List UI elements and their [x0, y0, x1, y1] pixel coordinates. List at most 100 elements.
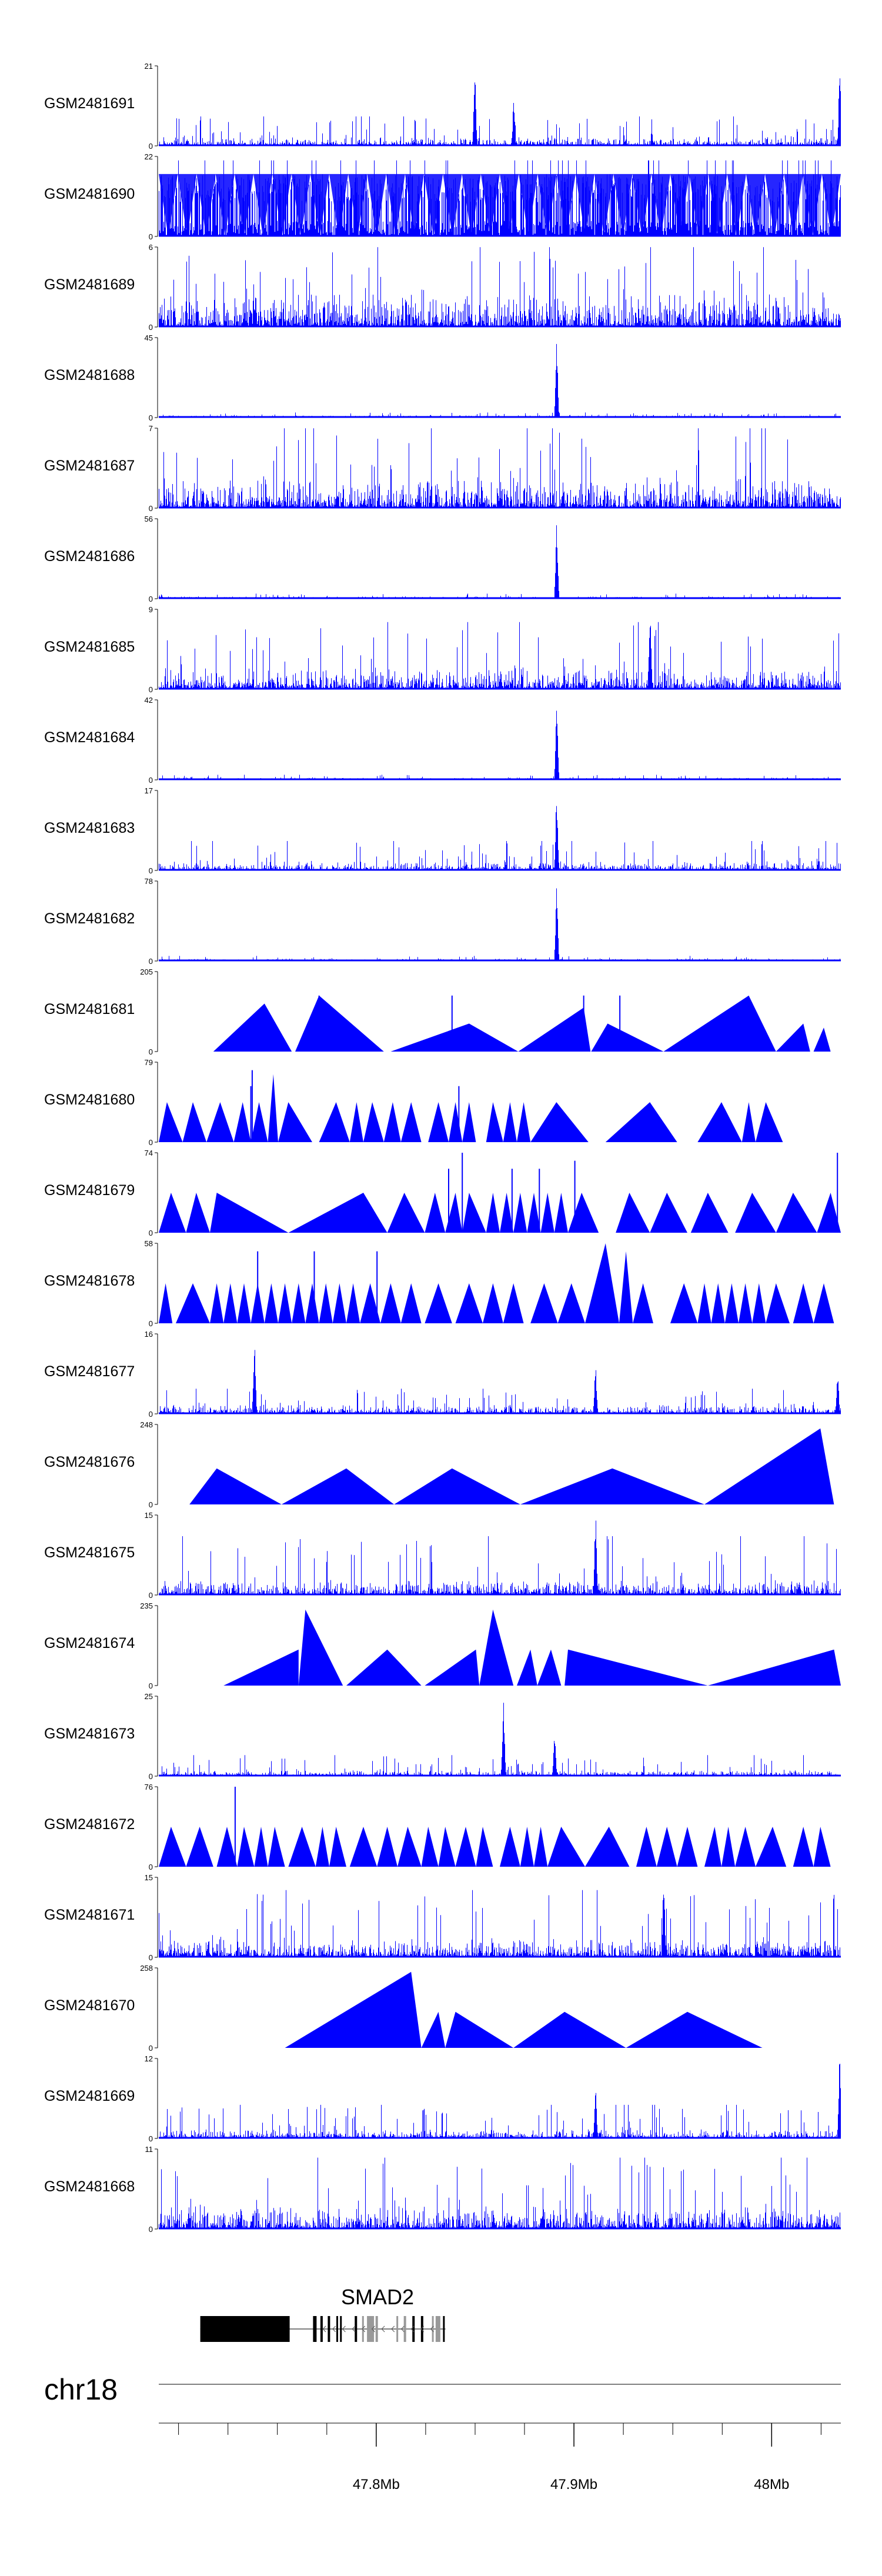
coverage-peak: [295, 995, 384, 1052]
y-axis-min-label: 0: [149, 413, 153, 422]
coverage-peak: [690, 1193, 729, 1233]
coverage-peak: [421, 2011, 446, 2048]
gene-exon: [420, 2316, 423, 2342]
coverage-peak: [636, 1827, 657, 1867]
coverage-peak: [186, 1827, 213, 1867]
coverage-peak: [605, 1102, 677, 1142]
axis-tick-label: 48Mb: [754, 2477, 789, 2492]
coverage-peak: [697, 1283, 711, 1323]
y-axis-min-label: 0: [149, 1863, 153, 1871]
coverage-peak: [400, 1283, 422, 1323]
coverage-peak: [520, 1468, 704, 1504]
y-axis-max-label: 74: [145, 1149, 153, 1157]
track-label: GSM2481682: [44, 910, 135, 927]
y-axis-max-label: 25: [145, 1692, 153, 1701]
coverage-peak: [568, 1193, 599, 1233]
coverage-peak: [210, 1193, 289, 1233]
coverage-signal: [159, 622, 841, 689]
coverage-peak: [425, 1649, 480, 1686]
coverage-peak: [288, 1827, 316, 1867]
coverage-peak: [390, 1023, 519, 1052]
coverage-peak: [585, 1243, 619, 1323]
y-axis-max-label: 42: [145, 696, 153, 705]
coverage-peak: [721, 1827, 736, 1867]
coverage-peak: [428, 1102, 449, 1142]
track-GSM2481674: GSM2481674 235 0: [44, 1601, 841, 1690]
coverage-peak: [189, 1468, 282, 1504]
y-axis-min-label: 0: [149, 776, 153, 785]
coverage-tracks: GSM2481691210GSM2481690220GSM248168960GS…: [44, 62, 841, 2234]
y-axis-min-label: 0: [149, 1047, 153, 1056]
coverage-peak: [319, 1283, 333, 1323]
coverage-peak: [305, 1283, 319, 1323]
genome-axis-track: chr18 47.8Mb 47.9Mb 48Mb: [44, 2373, 841, 2492]
coverage-peak: [233, 1102, 251, 1142]
track-label: GSM2481678: [44, 1273, 135, 1289]
y-axis-max-label: 22: [145, 152, 153, 161]
coverage-peak: [663, 995, 776, 1052]
y-axis-min-label: 0: [149, 323, 153, 332]
y-axis-max-label: 15: [145, 1873, 153, 1882]
track-GSM2481683: GSM2481683 17 0: [44, 786, 841, 875]
coverage-peak: [360, 1283, 380, 1323]
coverage-peak: [159, 1102, 183, 1142]
axis-tick-label: 47.9Mb: [550, 2477, 597, 2492]
track-label: GSM2481683: [44, 820, 135, 836]
coverage-peak: [346, 1283, 360, 1323]
coverage-signal: [159, 2064, 841, 2138]
y-axis-min-label: 0: [149, 1138, 153, 1147]
y-axis-max-label: 58: [145, 1239, 153, 1248]
y-axis-min-label: 0: [149, 232, 153, 241]
coverage-peak: [278, 1283, 292, 1323]
coverage-peak: [438, 1827, 456, 1867]
y-axis-max-label: 17: [145, 786, 153, 795]
coverage-peak: [633, 1283, 653, 1323]
coverage-peak: [704, 1827, 721, 1867]
coverage-peak: [445, 2011, 514, 2048]
track-GSM2481669: GSM2481669 12 0: [44, 2054, 841, 2143]
coverage-peak: [237, 1283, 251, 1323]
track-GSM2481671: GSM2481671 15 0: [44, 1873, 841, 1962]
coverage-peak: [735, 1827, 756, 1867]
track-GSM2481682: GSM2481682 78 0: [44, 877, 841, 966]
y-axis-max-label: 9: [149, 605, 153, 614]
coverage-peak: [264, 1283, 278, 1323]
strand-arrow: [410, 2325, 415, 2333]
coverage-peak: [813, 1827, 831, 1867]
coverage-signal: [159, 343, 841, 418]
coverage-peak: [756, 1102, 783, 1142]
strand-arrow: [420, 2325, 425, 2333]
coverage-peak: [479, 1609, 514, 1686]
track-GSM2481684: GSM2481684 42 0: [44, 696, 841, 785]
track-GSM2481681: GSM2481681 205 0: [44, 967, 831, 1056]
track-label: GSM2481689: [44, 276, 135, 293]
track-GSM2481689: GSM2481689 6 0: [44, 243, 841, 332]
coverage-peak: [349, 1827, 377, 1867]
coverage-peak: [537, 1649, 562, 1686]
coverage-peak: [530, 1283, 558, 1323]
track-label: GSM2481688: [44, 367, 135, 383]
y-axis-max-label: 15: [145, 1511, 153, 1520]
strand-arrow: [322, 2325, 326, 2333]
coverage-peak: [159, 1283, 173, 1323]
y-axis-min-label: 0: [149, 1410, 153, 1419]
y-axis-max-label: 7: [149, 424, 153, 433]
y-axis-min-label: 0: [149, 1953, 153, 1962]
gene-exon: [412, 2316, 415, 2342]
coverage-peak: [813, 1283, 834, 1323]
y-axis-min-label: 0: [149, 2134, 153, 2143]
coverage-peak: [707, 1649, 841, 1686]
coverage-peak: [616, 1193, 650, 1233]
coverage-peak: [518, 1007, 591, 1052]
coverage-signal: [159, 1703, 840, 1776]
coverage-peak: [704, 1428, 834, 1504]
track-GSM2481690: GSM2481690 22 0: [44, 152, 841, 241]
coverage-peak: [500, 1827, 520, 1867]
coverage-peak: [486, 1193, 500, 1233]
strand-arrow: [381, 2325, 385, 2333]
coverage-peak: [776, 1023, 810, 1052]
coverage-peak: [520, 1827, 534, 1867]
coverage-peak: [292, 1283, 306, 1323]
coverage-peak: [670, 1283, 698, 1323]
coverage-peak: [462, 1193, 486, 1233]
